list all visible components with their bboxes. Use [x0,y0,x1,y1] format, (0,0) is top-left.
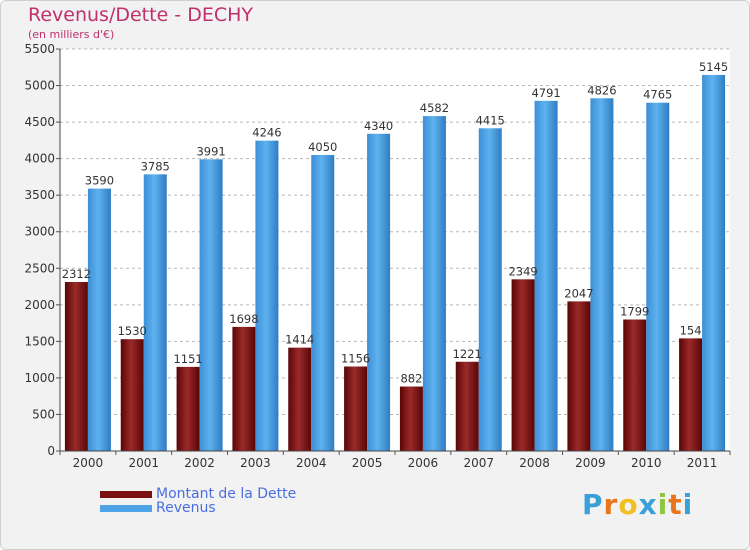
data-label-debt: 2312 [62,267,91,281]
bar-revenue [199,159,223,451]
logo-letter: r [603,488,619,521]
x-tick-label: 2008 [519,456,550,470]
bar-revenue [702,74,726,452]
y-tick-label: 500 [32,407,55,421]
x-tick-label: 2010 [631,456,662,470]
y-tick-label: 2500 [24,261,55,275]
data-label-debt: 2349 [508,264,537,278]
y-tick-label: 1500 [24,334,55,348]
legend-label-revenue: Revenus [156,500,216,516]
y-tick-label: 3500 [24,188,55,202]
bar-debt [567,301,591,451]
data-label-revenue: 4340 [364,119,393,133]
y-tick-label: 2000 [24,298,55,312]
bar-debt [679,338,703,451]
bar-revenue [422,116,446,451]
bar-revenue [311,154,335,451]
data-label-debt: 882 [400,372,422,386]
x-tick-label: 2000 [73,456,104,470]
logo-letter: i [657,488,669,521]
data-label-debt: 2047 [564,286,593,300]
y-tick-label: 5000 [24,79,55,93]
legend-swatch-debt [100,490,152,498]
y-tick-label: 3000 [24,225,55,239]
proxiti-logo: Proxiti [582,488,693,521]
bar-debt [232,326,256,451]
legend-swatch-revenue [100,504,152,512]
logo-letter: i [682,488,694,521]
bar-debt [64,282,88,451]
data-label-revenue: 4826 [587,83,616,97]
data-label-debt: 1221 [453,347,482,361]
chart-title: Revenus/Dette - DECHY [28,4,253,26]
x-tick-label: 2001 [128,456,159,470]
x-tick-label: 2004 [296,456,327,470]
bar-revenue [87,188,111,451]
bar-debt [623,319,647,451]
bar-debt [399,386,423,451]
bar-debt [176,366,200,451]
bar-revenue [534,100,558,451]
logo-letter: t [668,488,683,521]
data-label-revenue: 5145 [699,60,728,74]
bar-revenue [478,128,502,451]
x-tick-label: 2011 [687,456,718,470]
data-label-debt: 1698 [229,312,258,326]
x-tick-label: 2003 [240,456,271,470]
data-label-debt: 1414 [285,333,314,347]
data-label-debt: 1530 [118,324,147,338]
legend-item-debt: Montant de la Dette [100,486,296,502]
bar-debt [288,347,312,451]
bar-revenue [255,140,279,451]
data-label-revenue: 4050 [308,140,337,154]
data-label-debt: 1799 [620,305,649,319]
legend-label-debt: Montant de la Dette [156,486,297,502]
data-label-revenue: 4791 [531,86,560,100]
y-tick-label: 4000 [24,152,55,166]
x-tick-label: 2007 [463,456,494,470]
y-tick-label: 0 [47,444,55,458]
data-label-debt: 1151 [173,352,202,366]
data-label-revenue: 4246 [252,126,281,140]
chart-subtitle: (en milliers d'€) [28,28,115,41]
data-label-debt: 1156 [341,352,370,366]
data-label-revenue: 4765 [643,88,672,102]
bar-revenue [143,174,167,452]
plot-area [60,49,730,451]
bar-revenue [367,133,391,451]
data-label-revenue: 4415 [476,113,505,127]
bar-debt [120,339,144,451]
x-tick-label: 2006 [408,456,439,470]
bar-revenue [590,98,614,451]
y-tick-label: 1000 [24,371,55,385]
legend-item-revenue: Revenus [100,500,216,516]
logo-letter: x [638,488,658,521]
y-tick-label: 5500 [24,42,55,56]
data-label-revenue: 3590 [85,174,114,188]
bar-debt [455,361,479,451]
data-label-revenue: 4582 [420,101,449,115]
bar-debt [344,366,368,451]
x-tick-label: 2002 [184,456,215,470]
logo-letter: P [582,488,604,521]
data-label-debt: 154 [680,323,702,337]
bar-revenue [646,102,670,452]
x-tick-label: 2005 [352,456,383,470]
bar-debt [511,279,535,451]
x-tick-label: 2009 [575,456,606,470]
data-label-revenue: 3785 [141,159,170,173]
logo-letter: o [618,488,639,521]
data-label-revenue: 3991 [196,144,225,158]
y-tick-label: 4500 [24,115,55,129]
